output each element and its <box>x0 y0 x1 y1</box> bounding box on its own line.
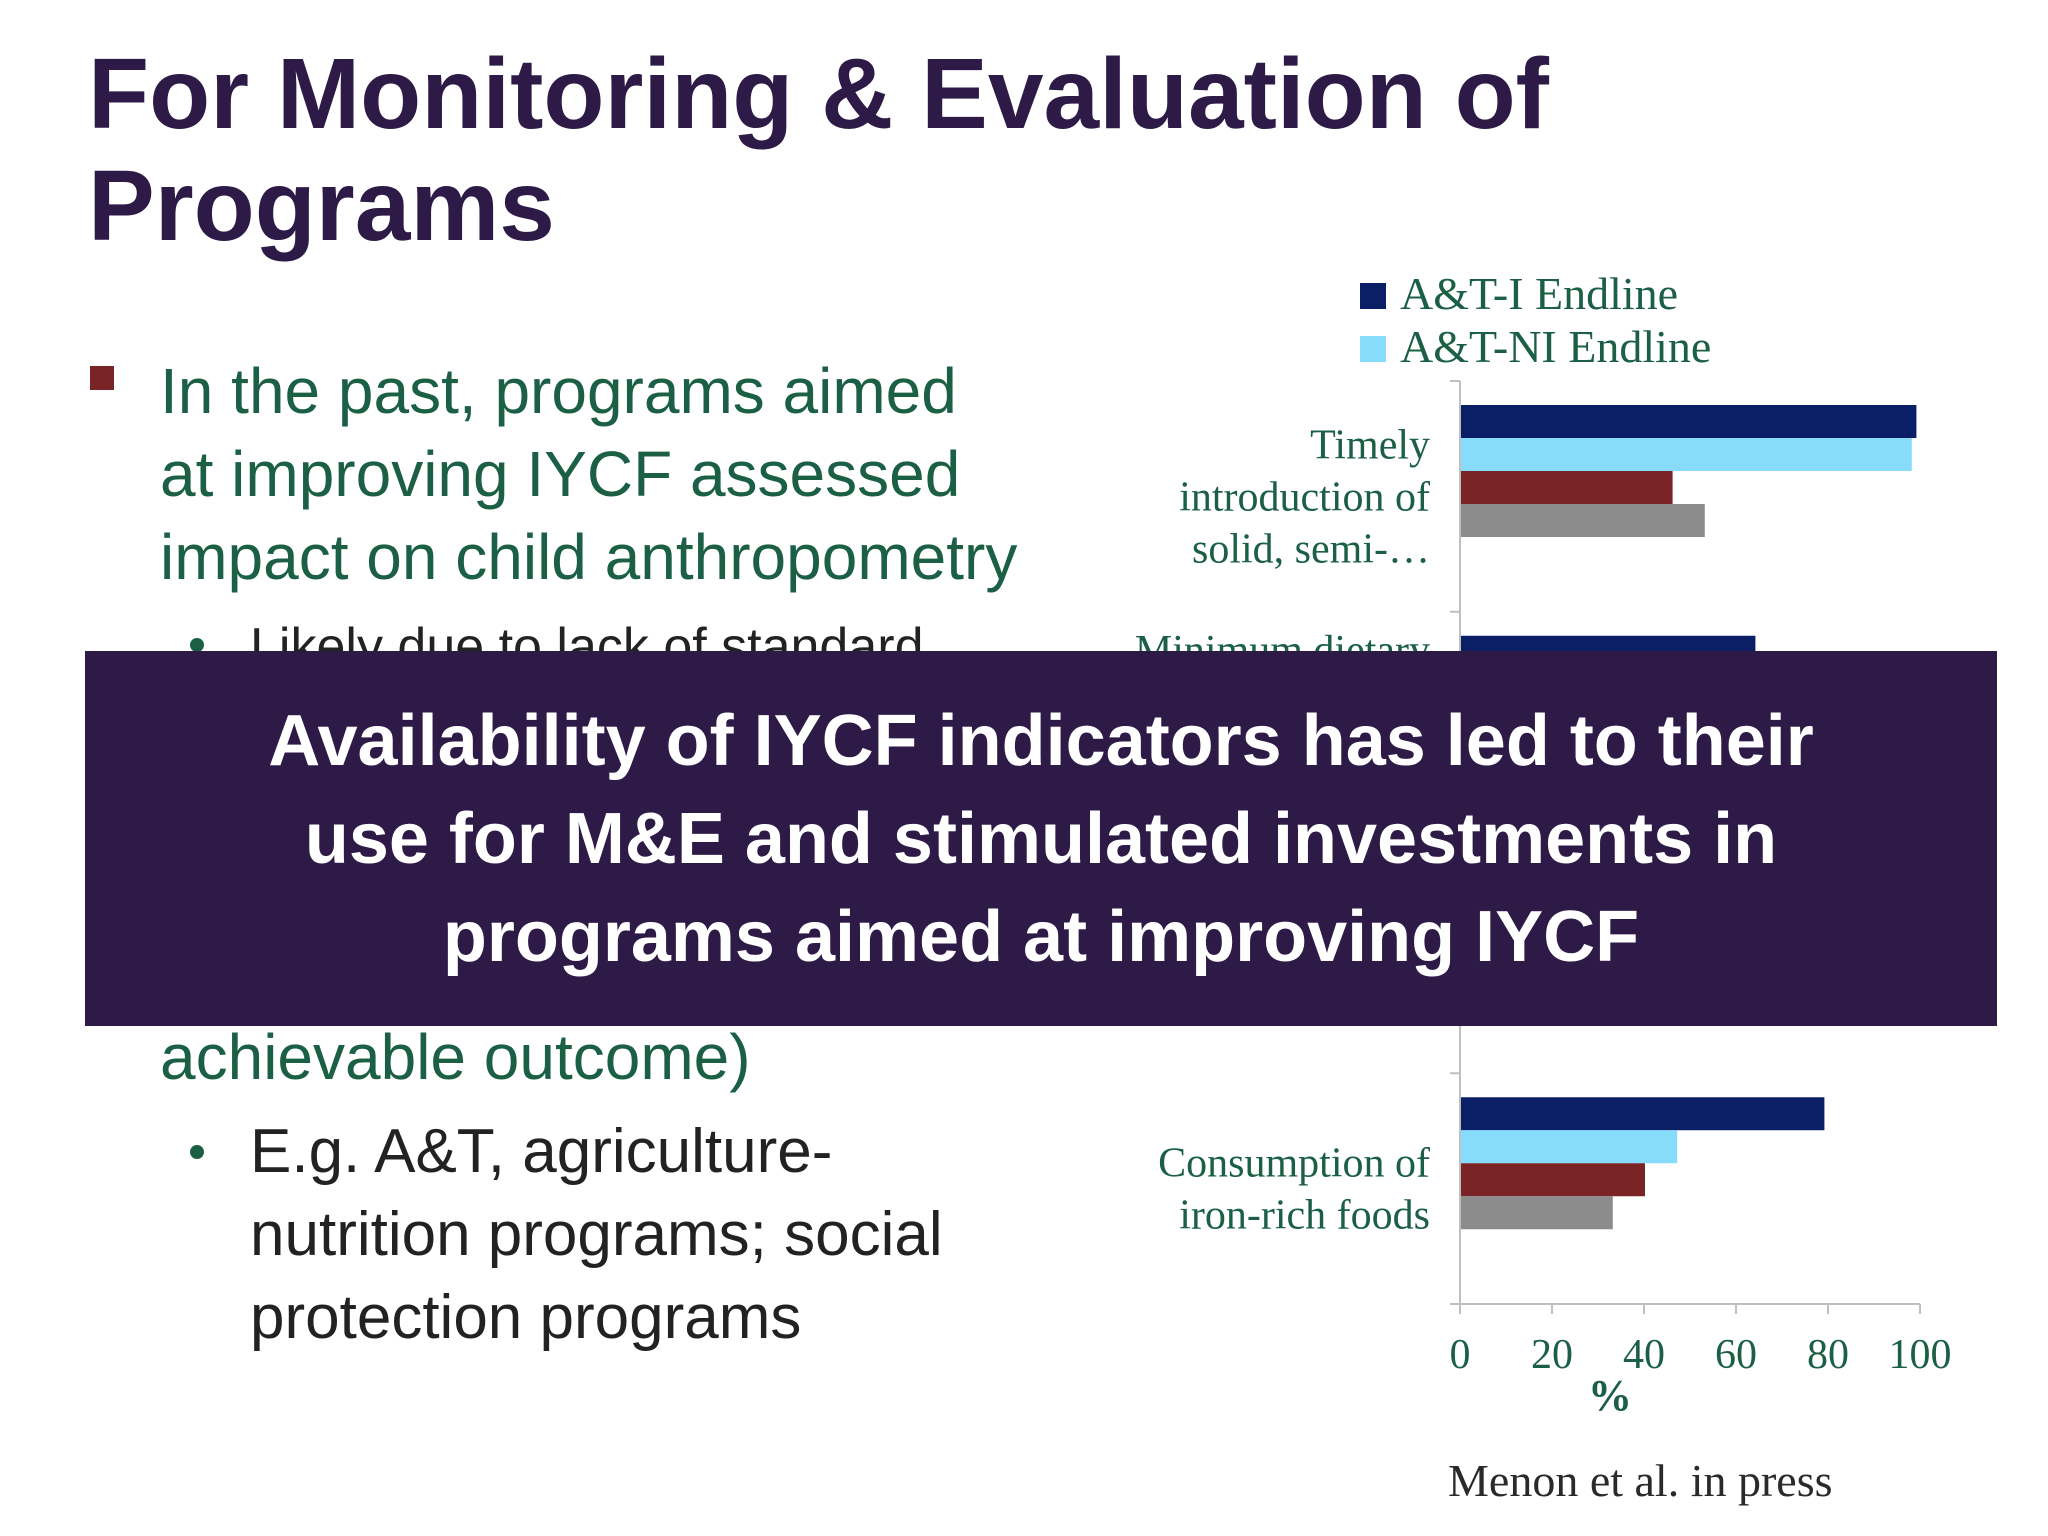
bar <box>1461 1163 1645 1197</box>
bullet-main-line-3: impact on child anthropometry <box>160 521 1018 593</box>
legend-label: A&T-I Endline <box>1400 268 1678 319</box>
example-line-2: nutrition programs; social <box>250 1200 943 1269</box>
category-label: solid, semi-… <box>1192 526 1430 572</box>
sub-bullet-dot-icon <box>190 1145 204 1159</box>
x-tick-label: 100 <box>1889 1332 1952 1378</box>
bullet-main-bottom: achievable outcome) <box>160 1021 751 1093</box>
bullet-main-line-2: at improving IYCF assessed <box>160 438 961 510</box>
bar <box>1461 405 1917 438</box>
example-line-1: E.g. A&T, agriculture- <box>250 1117 833 1186</box>
overlay-line-3: programs aimed at improving IYCF <box>442 896 1640 977</box>
overlay-text: Availability of IYCF indicators has led … <box>141 692 1941 986</box>
category-label: iron-rich foods <box>1179 1193 1430 1239</box>
square-bullet-icon <box>90 366 114 390</box>
slide-title-line-1: For Monitoring & Evaluation of <box>88 38 1549 150</box>
example-line-3: protection programs <box>250 1283 802 1352</box>
legend-label: A&T-NI Endline <box>1400 321 1711 372</box>
x-tick-label: 20 <box>1531 1332 1573 1378</box>
legend-swatch <box>1360 336 1386 362</box>
x-tick-label: 40 <box>1623 1332 1665 1378</box>
bullet-main-line-1: In the past, programs aimed <box>160 355 957 427</box>
bar <box>1461 1097 1825 1131</box>
citation: Menon et al. in press <box>1448 1455 1833 1506</box>
category-label: Timely <box>1310 422 1430 468</box>
x-tick-label: 80 <box>1807 1332 1849 1378</box>
summary-overlay-banner: Availability of IYCF indicators has led … <box>85 651 1997 1026</box>
bar <box>1461 504 1705 537</box>
overlay-line-2: use for M&E and stimulated investments i… <box>304 798 1778 879</box>
slide-title-line-2: Programs <box>88 150 555 262</box>
legend-swatch <box>1360 283 1386 309</box>
category-label: introduction of <box>1179 474 1430 520</box>
x-axis-label: % <box>1588 1371 1632 1420</box>
x-tick-label: 0 <box>1450 1332 1471 1378</box>
bar <box>1461 1196 1613 1230</box>
bar <box>1461 1130 1678 1164</box>
overlay-line-1: Availability of IYCF indicators has led … <box>268 700 1814 781</box>
bar <box>1461 438 1912 471</box>
sub-bullet-dot-icon <box>190 638 204 652</box>
x-tick-label: 60 <box>1715 1332 1757 1378</box>
category-label: Consumption of <box>1158 1141 1430 1187</box>
slide-title: For Monitoring & Evaluation of Programs <box>88 38 1588 262</box>
bar <box>1461 471 1673 504</box>
